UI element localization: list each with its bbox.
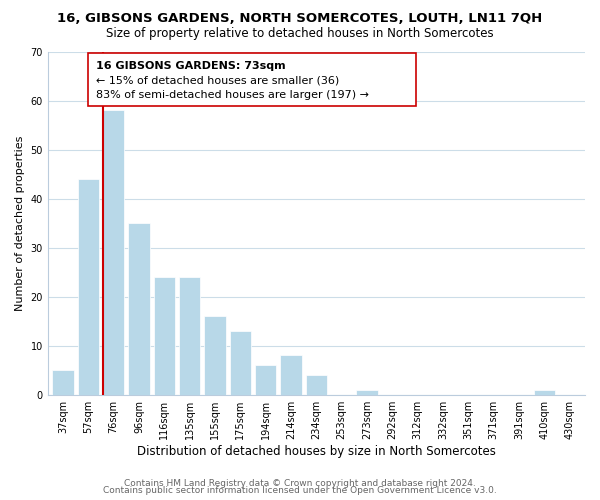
Bar (179, 277, 200, 394)
Bar (128, 223, 150, 394)
Text: Size of property relative to detached houses in North Somercotes: Size of property relative to detached ho… (106, 28, 494, 40)
Bar (52, 370, 74, 394)
Bar (154, 277, 175, 394)
Bar (533, 390, 555, 394)
Text: 83% of semi-detached houses are larger (197) →: 83% of semi-detached houses are larger (… (96, 90, 369, 100)
Text: 16, GIBSONS GARDENS, NORTH SOMERCOTES, LOUTH, LN11 7QH: 16, GIBSONS GARDENS, NORTH SOMERCOTES, L… (58, 12, 542, 26)
Bar (255, 366, 277, 394)
Bar (230, 331, 251, 394)
Text: Contains HM Land Registry data © Crown copyright and database right 2024.: Contains HM Land Registry data © Crown c… (124, 478, 476, 488)
Text: 16 GIBSONS GARDENS: 73sqm: 16 GIBSONS GARDENS: 73sqm (96, 61, 286, 71)
X-axis label: Distribution of detached houses by size in North Somercotes: Distribution of detached houses by size … (137, 444, 496, 458)
Bar (305, 375, 327, 394)
Bar (280, 356, 302, 395)
Bar (103, 110, 124, 395)
Bar (356, 390, 378, 394)
Y-axis label: Number of detached properties: Number of detached properties (15, 136, 25, 311)
Text: Contains public sector information licensed under the Open Government Licence v3: Contains public sector information licen… (103, 486, 497, 495)
FancyBboxPatch shape (88, 53, 416, 106)
Bar (77, 179, 99, 394)
Bar (204, 316, 226, 394)
Text: ← 15% of detached houses are smaller (36): ← 15% of detached houses are smaller (36… (96, 76, 340, 86)
